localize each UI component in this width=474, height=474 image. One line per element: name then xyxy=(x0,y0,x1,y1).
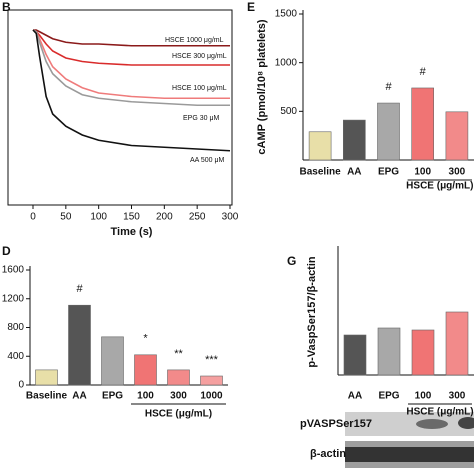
bar xyxy=(343,334,367,376)
bar xyxy=(35,369,58,386)
bar xyxy=(411,87,435,161)
y-tick-label: 800 xyxy=(7,322,24,333)
x-tick-label: 0 xyxy=(30,212,36,223)
x-tick-label: Baseline xyxy=(26,391,68,402)
group-label: HSCE (μg/mL) xyxy=(406,407,473,418)
bar xyxy=(68,304,91,386)
y-tick-label: 500 xyxy=(280,106,297,117)
x-tick-label: 300 xyxy=(222,212,239,223)
bar xyxy=(308,131,332,161)
x-tick-label: 50 xyxy=(60,212,72,223)
x-tick-label: 200 xyxy=(156,212,173,223)
panel-label: B xyxy=(2,0,11,14)
blot-spot xyxy=(458,417,474,429)
bar xyxy=(377,102,400,161)
panel-label: G xyxy=(287,254,296,268)
bar xyxy=(377,327,401,376)
x-tick-label: 1000 xyxy=(200,391,223,402)
blot-label: β-actin xyxy=(310,448,346,460)
significance: # xyxy=(420,66,427,78)
group-label: HSCE (μg/mL) xyxy=(145,409,212,420)
bar xyxy=(134,354,157,386)
x-tick-label: EPG xyxy=(378,391,399,402)
y-axis-label: p-VaspSer157/β-actin xyxy=(306,256,318,368)
line-label: EPG 30 μM xyxy=(183,115,219,122)
line-label: HSCE 100 μg/mL xyxy=(172,85,227,92)
y-tick-label: 1600 xyxy=(2,265,25,276)
x-tick-label: 100 xyxy=(137,391,154,402)
x-tick-label: 300 xyxy=(449,391,466,402)
plot-frame xyxy=(7,9,233,206)
panel-label: E xyxy=(247,0,255,14)
x-axis-label: Time (s) xyxy=(111,226,153,238)
x-tick-label: EPG xyxy=(378,167,399,178)
significance: ** xyxy=(174,348,183,360)
y-tick-label: 1000 xyxy=(275,57,298,68)
significance: * xyxy=(143,333,148,345)
bar xyxy=(411,329,435,376)
x-tick-label: AA xyxy=(72,391,86,402)
x-tick-label: AA xyxy=(348,391,362,402)
y-tick-label: 1200 xyxy=(2,293,25,304)
line-label: AA 500 μM xyxy=(190,157,225,164)
y-tick-label: 1500 xyxy=(275,9,298,20)
line xyxy=(32,29,230,100)
x-tick-label: 150 xyxy=(123,212,140,223)
bar xyxy=(445,311,469,376)
significance: # xyxy=(76,283,83,295)
line-label: HSCE 300 μg/mL xyxy=(172,53,227,60)
significance: # xyxy=(385,81,392,93)
significance: *** xyxy=(205,354,219,366)
x-tick-label: 100 xyxy=(90,212,107,223)
panel-label: D xyxy=(2,244,11,258)
x-tick-label: 250 xyxy=(189,212,206,223)
x-tick-label: Baseline xyxy=(300,167,342,178)
y-axis-label: cAMP (pmol/10⁸ platelets) xyxy=(256,19,268,155)
y-tick-label: 0 xyxy=(18,380,24,391)
x-tick-label: 300 xyxy=(170,391,187,402)
blot-label: pVASPSer157 xyxy=(300,418,372,430)
line xyxy=(32,29,231,152)
group-label: HSCE (μg/mL) xyxy=(406,181,473,192)
bar xyxy=(200,375,223,386)
blot-spot xyxy=(416,419,448,429)
blot-band xyxy=(345,412,474,436)
line xyxy=(33,29,230,47)
x-tick-label: EPG xyxy=(102,391,123,402)
line xyxy=(32,29,230,107)
blot-spot xyxy=(345,447,474,462)
bar xyxy=(342,119,366,161)
x-tick-label: AA xyxy=(347,167,361,178)
bar xyxy=(445,111,469,161)
x-tick-label: 100 xyxy=(414,167,431,178)
y-tick-label: 400 xyxy=(7,351,24,362)
x-tick-label: 300 xyxy=(449,167,466,178)
x-tick-label: 100 xyxy=(415,391,432,402)
bar xyxy=(101,336,124,386)
bar xyxy=(167,369,190,386)
line xyxy=(32,29,230,66)
line-label: HSCE 1000 μg/mL xyxy=(165,37,224,44)
